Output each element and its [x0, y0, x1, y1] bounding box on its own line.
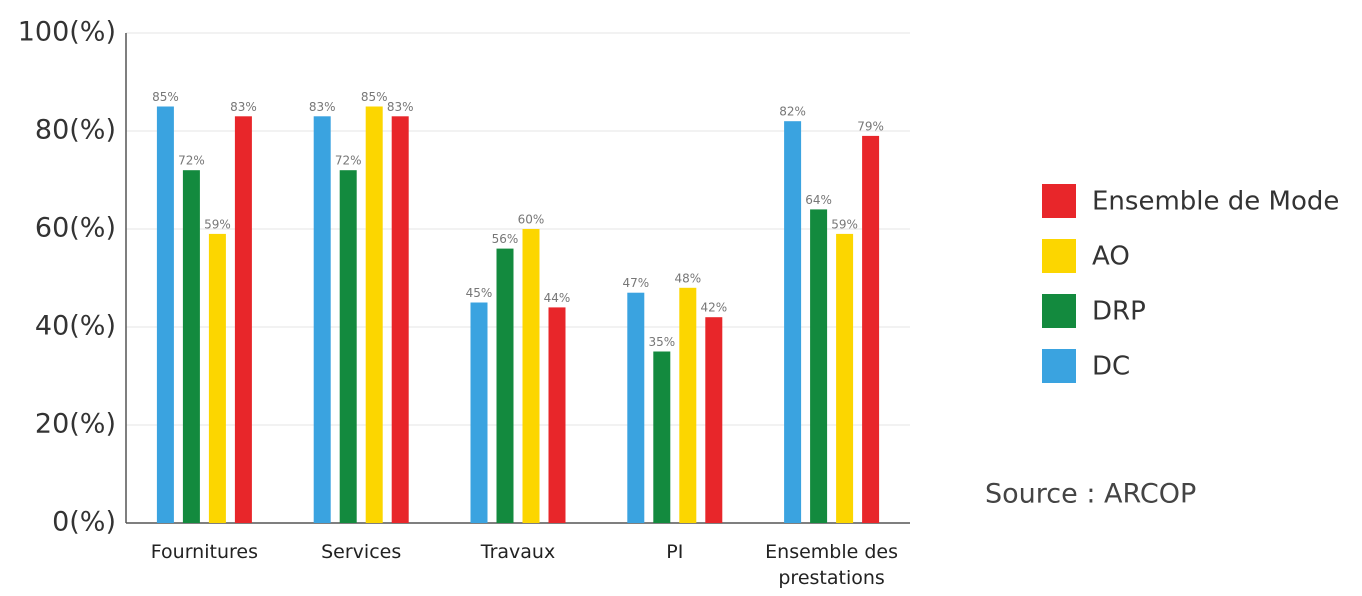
bar	[627, 292, 645, 523]
y-tick-label: 60(%)	[35, 213, 116, 244]
data-label: 59%	[831, 217, 858, 231]
legend-label: AO	[1092, 242, 1130, 272]
data-label: 44%	[544, 291, 571, 305]
bar	[365, 106, 383, 523]
data-label: 47%	[622, 276, 649, 290]
bar	[496, 248, 514, 523]
legend-swatch	[1042, 349, 1076, 383]
x-tick-label: Travaux	[480, 541, 556, 563]
data-label: 85%	[361, 90, 388, 104]
bar	[313, 116, 331, 524]
data-label: 48%	[674, 271, 701, 285]
bar	[705, 317, 723, 523]
data-label: 83%	[387, 100, 414, 114]
data-label: 42%	[700, 301, 727, 315]
x-tick-label: Fournitures	[150, 541, 258, 563]
legend-swatch	[1042, 294, 1076, 328]
data-label: 60%	[518, 213, 545, 227]
legend-label: DRP	[1092, 297, 1146, 327]
y-tick-label: 0(%)	[52, 507, 116, 538]
y-tick-label: 80(%)	[35, 115, 116, 146]
bar	[653, 351, 671, 523]
data-label: 35%	[648, 335, 675, 349]
bar	[208, 233, 226, 523]
bar	[862, 135, 880, 523]
bar	[182, 170, 200, 523]
data-label: 83%	[230, 100, 257, 114]
data-label: 82%	[779, 105, 806, 119]
data-label: 45%	[466, 286, 493, 300]
data-label: 72%	[335, 154, 362, 168]
bar	[784, 121, 802, 523]
bar	[810, 209, 828, 523]
y-tick-label: 100(%)	[18, 17, 116, 48]
bar	[339, 170, 357, 523]
x-tick-label: Services	[321, 541, 402, 563]
bar	[391, 116, 409, 524]
bar	[156, 106, 174, 523]
legend-label: DC	[1092, 352, 1130, 382]
bar	[470, 302, 488, 523]
x-tick-label: PI	[666, 541, 684, 563]
data-label: 85%	[152, 90, 179, 104]
data-label: 59%	[204, 217, 231, 231]
data-label: 79%	[857, 119, 884, 133]
source: Source : ARCOP	[985, 479, 1196, 510]
x-tick-label: Ensemble des prestations	[765, 541, 899, 589]
legend-swatch	[1042, 184, 1076, 218]
data-label: 83%	[309, 100, 336, 114]
bar	[234, 116, 252, 524]
legend-swatch	[1042, 239, 1076, 273]
bar	[522, 229, 540, 523]
bar	[836, 233, 854, 523]
y-tick-label: 40(%)	[35, 311, 116, 342]
y-tick-label: 20(%)	[35, 409, 116, 440]
bar	[548, 307, 566, 523]
data-label: 56%	[492, 232, 519, 246]
data-label: 64%	[805, 193, 832, 207]
bar	[679, 287, 697, 523]
legend-label: Ensemble de Mode	[1092, 187, 1339, 217]
data-label: 72%	[178, 154, 205, 168]
